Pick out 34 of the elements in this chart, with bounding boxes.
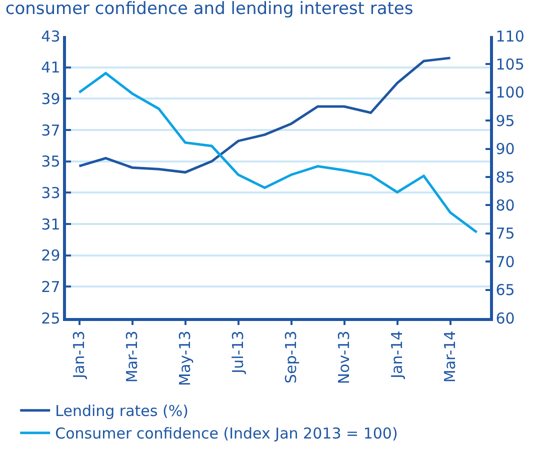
y2-tick-label: 100 bbox=[496, 84, 524, 102]
y2-tick-label: 95 bbox=[496, 112, 515, 130]
y-tick-label: 33 bbox=[41, 184, 60, 202]
x-tick-label: Jul-13 bbox=[229, 330, 248, 374]
x-tick-label: Nov-13 bbox=[335, 330, 354, 384]
y2-tick-label: 80 bbox=[496, 196, 515, 214]
y-tick-label: 29 bbox=[41, 246, 60, 265]
y2-tick-label: 70 bbox=[496, 252, 515, 271]
y-tick-label: 43 bbox=[41, 27, 60, 46]
y-tick-label: 25 bbox=[41, 309, 60, 328]
x-tick-label: Mar-13 bbox=[123, 330, 142, 383]
y2-tick-label: 90 bbox=[496, 140, 515, 158]
legend-label: Consumer confidence (Index Jan 2013 = 100) bbox=[55, 424, 398, 443]
y-tick-label: 37 bbox=[41, 121, 60, 140]
y-tick-label: 39 bbox=[41, 90, 60, 108]
y-tick-label: 31 bbox=[41, 215, 60, 234]
x-tick-label: Sep-13 bbox=[282, 330, 300, 384]
y2-tick-label: 85 bbox=[496, 168, 515, 186]
x-tick-label: Jan-13 bbox=[70, 330, 88, 380]
y2-tick-label: 110 bbox=[496, 27, 524, 46]
y-tick-label: 41 bbox=[41, 58, 60, 77]
legend-label: Lending rates (%) bbox=[55, 402, 188, 420]
chart-title: consumer confidence and lending interest rates bbox=[5, 0, 414, 20]
x-tick-label: Jan-14 bbox=[388, 330, 406, 380]
line-series bbox=[78, 72, 478, 234]
line-series bbox=[78, 56, 452, 174]
y2-tick-label: 65 bbox=[496, 281, 515, 300]
y2-tick-label: 60 bbox=[496, 309, 515, 328]
y2-tick-label: 105 bbox=[496, 55, 524, 74]
y-tick-label: 27 bbox=[41, 278, 60, 296]
x-tick-label: Mar-14 bbox=[441, 330, 460, 383]
x-tick-label: May-13 bbox=[176, 330, 194, 386]
y-tick-label: 35 bbox=[41, 152, 60, 171]
y2-tick-label: 75 bbox=[496, 224, 515, 243]
